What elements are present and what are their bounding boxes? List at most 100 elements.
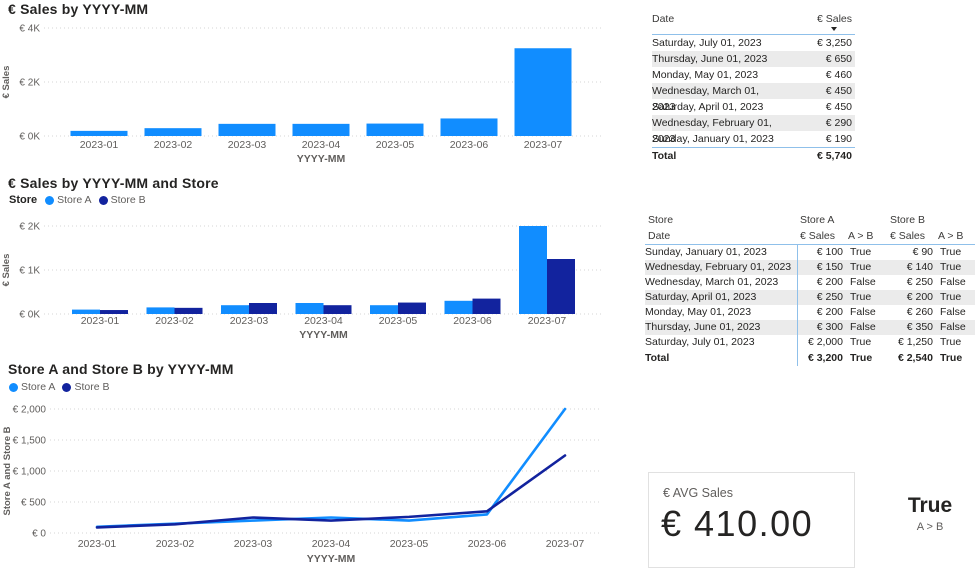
avg-sales-card[interactable]: € AVG Sales € 410.00 xyxy=(648,472,855,568)
bar-2023-04[interactable] xyxy=(292,123,350,136)
chart-title: Store A and Store B by YYYY-MM xyxy=(8,361,234,377)
matrix-row[interactable]: Wednesday, March 01, 2023 € 200 False € 250… xyxy=(645,275,975,290)
date-column-header[interactable]: Date xyxy=(648,230,671,242)
line-store-b[interactable] xyxy=(95,454,567,529)
matrix-row[interactable]: Sunday, January 01, 2023 € 100 True € 90 Tru… xyxy=(645,245,975,260)
x-axis-title: YYYY-MM xyxy=(297,153,346,165)
x-tick-label: 2023-06 xyxy=(453,315,492,327)
sales-by-month-store-bar-chart[interactable]: € Sales by YYYY-MM and Store Store Store… xyxy=(0,174,630,360)
x-tick-label: 2023-06 xyxy=(468,538,507,550)
date-column-header[interactable]: Date xyxy=(652,13,675,25)
matrix-row[interactable]: Saturday, July 01, 2023 € 2,000 True € 1,25… xyxy=(645,335,975,350)
bar-2023-02[interactable] xyxy=(144,128,202,136)
x-tick-label: 2023-07 xyxy=(528,315,567,327)
legend-label: Store A xyxy=(57,194,92,206)
sales-by-month-bar-chart[interactable]: € Sales by YYYY-MM € 0K € 2K € 4K € Sales 20… xyxy=(0,0,630,174)
card-value: € 410.00 xyxy=(661,503,814,544)
a-sales-cell: € 100 xyxy=(797,245,845,260)
date-cell: Saturday, July 01, 2023 xyxy=(652,37,762,49)
sales-a-column-header[interactable]: € Sales xyxy=(800,230,836,242)
x-tick-label: 2023-02 xyxy=(156,538,195,550)
b-flag-cell: False xyxy=(940,276,966,288)
total-b-flag: True xyxy=(940,352,963,364)
y-tick-label: € 2K xyxy=(19,222,40,233)
table-row[interactable]: Wednesday, March 01, 2023 € 450 xyxy=(652,83,855,113)
bar-store-a-2023-03[interactable] xyxy=(221,305,249,314)
y-tick-label: € 1,000 xyxy=(13,467,47,478)
a-sales-cell: € 150 xyxy=(797,260,845,275)
store-a-color-dot-icon xyxy=(45,195,55,205)
date-cell: Wednesday, March 01, 2023 xyxy=(645,276,779,288)
sales-by-date-table: Date € Sales Saturday, July 01, 2023 € 3,… xyxy=(652,12,855,165)
a-sales-cell: € 250 xyxy=(797,290,845,305)
sales-column-header[interactable]: € Sales xyxy=(817,12,855,31)
legend-title: Store xyxy=(9,194,38,206)
bar-store-a-2023-06[interactable] xyxy=(444,300,473,314)
store-a-b-line-chart[interactable]: Store A and Store B by YYYY-MM Store A S… xyxy=(0,360,630,578)
total-label: Total xyxy=(645,352,670,364)
y-tick-label: € 0 xyxy=(32,529,46,540)
bar-store-a-2023-02[interactable] xyxy=(146,307,175,314)
x-tick-label: 2023-03 xyxy=(228,139,267,151)
a-flag-cell: False xyxy=(850,321,876,333)
bar-store-b-2023-02[interactable] xyxy=(174,307,203,314)
date-cell: Monday, May 01, 2023 xyxy=(645,306,752,318)
bar-store-b-2023-05[interactable] xyxy=(398,302,426,314)
table-row[interactable]: Wednesday, February 01, 2023 € 290 xyxy=(652,115,855,145)
bar-store-a-2023-05[interactable] xyxy=(370,305,398,314)
legend-item-store-b[interactable]: Store B xyxy=(98,194,146,206)
a-gt-b-column-header[interactable]: A > B xyxy=(848,230,874,242)
matrix-body: Sunday, January 01, 2023 € 100 True € 90 Tru… xyxy=(645,245,975,350)
chart-title: € Sales by YYYY-MM xyxy=(8,1,149,17)
bar-store-b-2023-03[interactable] xyxy=(249,303,277,314)
sales-cell: € 190 xyxy=(825,133,852,145)
y-axis-title: € Sales xyxy=(1,254,12,287)
a-sales-cell: € 2,000 xyxy=(797,335,845,350)
x-tick-label: 2023-01 xyxy=(80,139,119,151)
bar-store-b-2023-01[interactable] xyxy=(100,310,128,314)
b-flag-cell: True xyxy=(940,336,962,348)
sort-descending-icon[interactable] xyxy=(831,27,838,31)
card-label: A > B xyxy=(916,521,944,533)
bar-2023-07[interactable] xyxy=(514,48,572,136)
store-b-group-header[interactable]: Store B xyxy=(890,214,926,226)
bar-store-a-2023-04[interactable] xyxy=(295,303,324,314)
bar-store-a-2023-07[interactable] xyxy=(519,226,547,314)
x-tick-label: 2023-05 xyxy=(390,538,429,550)
bar-store-a-2023-01[interactable] xyxy=(72,309,100,314)
bar-2023-01[interactable] xyxy=(70,130,128,136)
a-gt-b-column-header[interactable]: A > B xyxy=(938,230,964,242)
total-a-sales: € 3,200 xyxy=(797,350,845,366)
table-row[interactable]: Sunday, January 01, 2023 € 190 xyxy=(652,131,855,147)
x-tick-label: 2023-04 xyxy=(304,315,343,327)
legend-item-store-a[interactable]: Store A xyxy=(9,381,55,393)
sales-b-column-header[interactable]: € Sales xyxy=(890,230,926,242)
table-row[interactable]: Monday, May 01, 2023 € 460 xyxy=(652,67,855,83)
legend-item-store-a[interactable]: Store A xyxy=(45,194,92,206)
table-row[interactable]: Saturday, April 01, 2023 € 450 xyxy=(652,99,855,115)
bar-2023-06[interactable] xyxy=(440,118,498,136)
bar-store-b-2023-04[interactable] xyxy=(323,305,352,314)
store-a-group-header[interactable]: Store A xyxy=(800,214,835,226)
x-tick-label: 2023-07 xyxy=(524,139,563,151)
date-cell: Wednesday, March 01, 2023 xyxy=(652,85,759,113)
legend-label: Store B xyxy=(74,381,110,393)
table-row[interactable]: Thursday, June 01, 2023 € 650 xyxy=(652,51,855,67)
matrix-total-row: Total € 3,200 True € 2,540 True xyxy=(645,350,975,366)
bar-2023-03[interactable] xyxy=(218,123,276,136)
table-row[interactable]: Saturday, July 01, 2023 € 3,250 xyxy=(652,35,855,51)
x-tick-label: 2023-02 xyxy=(154,139,193,151)
legend-item-store-b[interactable]: Store B xyxy=(62,381,109,393)
bar-store-b-2023-07[interactable] xyxy=(547,259,575,314)
matrix-row[interactable]: Wednesday, February 01, 2023 € 150 True € 1… xyxy=(645,260,975,275)
matrix-row[interactable]: Saturday, April 01, 2023 € 250 True € 200 Tr… xyxy=(645,290,975,305)
a-gt-b-card[interactable]: True A > B xyxy=(878,493,975,533)
matrix-row[interactable]: Monday, May 01, 2023 € 200 False € 260 False xyxy=(645,305,975,320)
bar-2023-05[interactable] xyxy=(366,123,424,136)
store-group-header[interactable]: Store xyxy=(648,214,674,226)
line-store-a[interactable] xyxy=(95,407,567,529)
matrix-row[interactable]: Thursday, June 01, 2023 € 300 False € 350 Fa… xyxy=(645,320,975,335)
bar-store-b-2023-06[interactable] xyxy=(472,298,501,314)
x-tick-label: 2023-01 xyxy=(81,315,120,327)
